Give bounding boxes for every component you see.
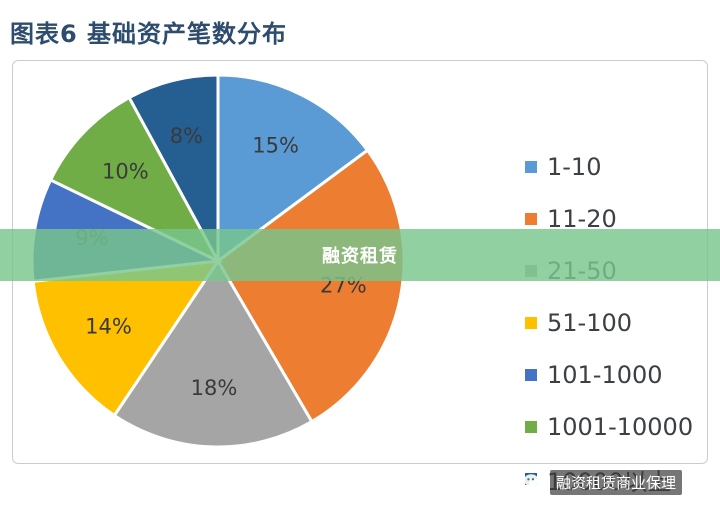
source-watermark: 融资租赁商业保理 — [522, 468, 683, 496]
legend-item: 1-10 — [525, 141, 720, 193]
chart-legend: 1-1011-2021-5051-100101-10001001-1000010… — [525, 141, 720, 505]
slice-label-3: 18% — [191, 376, 238, 400]
title-banner: 融资租赁 — [0, 229, 720, 281]
pie-slice-2 — [216, 148, 406, 424]
page-title: 图表6 基础资产笔数分布 — [10, 20, 288, 48]
legend-label: 51-100 — [547, 309, 633, 337]
slice-label-6: 10% — [102, 160, 149, 184]
watermark-text: 融资租赁商业保理 — [550, 469, 683, 495]
pie-slice-6 — [48, 95, 222, 265]
legend-label: 1001-10000 — [547, 413, 694, 441]
slice-label-1: 15% — [252, 134, 299, 158]
legend-item: 101-1000 — [525, 349, 720, 401]
legend-swatch — [525, 213, 537, 225]
legend-item: 11-20 — [525, 193, 720, 245]
pie-slice-3 — [112, 258, 314, 449]
legend-swatch — [525, 161, 537, 173]
legend-label: 101-1000 — [547, 361, 663, 389]
slice-label-7: 8% — [170, 124, 203, 148]
wechat-icon — [523, 474, 543, 489]
legend-swatch — [525, 369, 537, 381]
legend-swatch — [525, 317, 537, 329]
legend-item: 51-100 — [525, 297, 720, 349]
legend-label: 1-10 — [547, 153, 602, 181]
legend-label: 11-20 — [547, 205, 617, 233]
legend-item: 1001-10000 — [525, 401, 720, 453]
slice-label-4: 14% — [85, 314, 132, 338]
pie-slice-7 — [127, 73, 220, 262]
legend-swatch — [525, 421, 537, 433]
pie-slice-1 — [216, 73, 370, 264]
pie-slice-4 — [31, 259, 222, 418]
banner-text: 融资租赁 — [322, 246, 398, 267]
